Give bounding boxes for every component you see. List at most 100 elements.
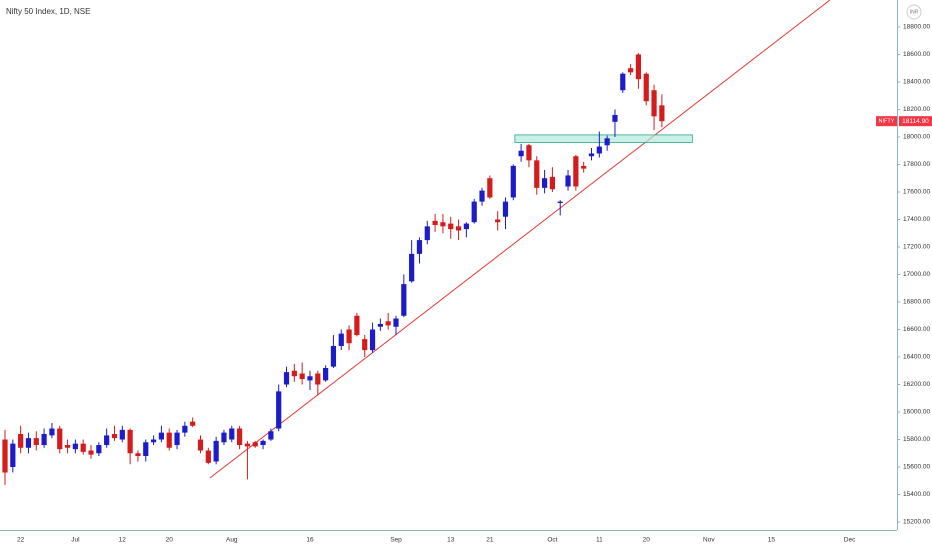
candle-body: [455, 226, 462, 231]
candle-body: [323, 368, 329, 381]
x-tick-label: Nov: [703, 537, 715, 544]
candle-body: [424, 226, 430, 241]
x-tick-label: 20: [643, 537, 651, 544]
candle-body: [534, 160, 540, 188]
candle-body: [307, 376, 313, 381]
candle-body: [393, 318, 399, 327]
x-tick-label: Dec: [844, 537, 856, 544]
chart-title: Nifty 50 Index, 1D, NSE: [6, 7, 90, 16]
y-tick-label: 15800.00: [903, 436, 930, 443]
candle-body: [526, 145, 532, 161]
candle-body: [338, 333, 344, 346]
y-tick-label: 16000.00: [903, 409, 930, 416]
candle-body: [479, 190, 485, 202]
y-tick-label: 15200.00: [903, 519, 930, 526]
candle-body: [377, 323, 383, 327]
candle-body: [276, 391, 282, 429]
x-tick-label: 13: [447, 537, 455, 544]
candle-body: [190, 421, 196, 426]
candle-body: [346, 329, 352, 344]
candle-body: [635, 54, 642, 80]
trendline: [209, 0, 831, 479]
candle-body: [143, 442, 149, 457]
candle-body: [158, 432, 164, 440]
candle-body: [291, 370, 297, 377]
candle-body: [643, 73, 649, 102]
candle-body: [487, 178, 493, 198]
candle-body: [150, 439, 157, 443]
candle-body: [213, 440, 219, 462]
candle-body: [72, 443, 78, 450]
candle-body: [119, 429, 125, 440]
candle-body: [401, 284, 407, 316]
candle-body: [588, 153, 595, 157]
candle-body: [541, 178, 548, 188]
candle-body: [64, 445, 71, 448]
candle-body: [135, 453, 141, 457]
candle-body: [33, 438, 39, 446]
candle-body: [369, 329, 376, 351]
candle-body: [432, 220, 438, 225]
candle-body: [260, 440, 266, 446]
x-tick-label: 12: [119, 537, 127, 544]
candle-body: [197, 439, 204, 451]
y-tick-label: 16200.00: [903, 381, 930, 388]
candle-body: [315, 373, 321, 385]
x-tick-label: 15: [768, 537, 776, 544]
candle-body: [10, 443, 16, 468]
candle-body: [283, 372, 290, 385]
candle-body: [596, 146, 602, 154]
candle-body: [440, 222, 446, 227]
candle-body: [18, 434, 24, 448]
candle-body: [96, 445, 102, 454]
y-tick-label: 18200.00: [903, 106, 930, 113]
y-tick-label: 16600.00: [903, 326, 930, 333]
candle-body: [111, 434, 118, 439]
last-price-name-box: [876, 116, 897, 127]
candle-body: [471, 201, 477, 223]
y-tick-label: 15400.00: [903, 491, 930, 498]
candle-body: [518, 150, 524, 157]
candle-body: [25, 438, 32, 448]
candle-body: [510, 165, 516, 198]
x-tick-label: Oct: [547, 537, 557, 544]
candle-body: [502, 201, 509, 217]
candle-body: [565, 175, 571, 187]
y-tick-label: 16800.00: [903, 299, 930, 306]
candle-body: [573, 156, 579, 187]
candle-body: [252, 442, 258, 447]
candle-body: [354, 315, 360, 335]
candle-body: [166, 432, 172, 448]
candle-body: [581, 165, 587, 169]
candle-body: [416, 240, 423, 254]
y-tick-label: 18400.00: [903, 79, 930, 86]
candle-body: [268, 431, 274, 440]
x-tick-label: 21: [486, 537, 494, 544]
y-tick-label: 17600.00: [903, 189, 930, 196]
candle-body: [549, 176, 555, 190]
candle-body: [628, 68, 634, 73]
candle-body: [620, 73, 626, 91]
y-tick-label: 18000.00: [903, 134, 930, 141]
x-tick-label: 20: [166, 537, 174, 544]
y-tick-label: 18800.00: [903, 24, 930, 31]
candle-body: [448, 223, 454, 230]
y-tick-label: 17800.00: [903, 161, 930, 168]
x-tick-label: 16: [306, 537, 314, 544]
candle-body: [385, 321, 391, 326]
candle-body: [57, 428, 63, 450]
candle-body: [409, 253, 415, 282]
candle-body: [463, 223, 469, 230]
candle-body: [659, 105, 665, 122]
last-price-label: 18114.90: [902, 118, 929, 125]
candle-body: [612, 114, 618, 122]
candle-body: [557, 201, 563, 203]
candle-body: [495, 219, 501, 223]
y-tick-label: 17400.00: [903, 216, 930, 223]
last-price-box: [899, 116, 932, 127]
candle-body: [41, 434, 47, 446]
x-tick-label: Aug: [226, 537, 238, 544]
y-tick-label: 18600.00: [903, 51, 930, 58]
candle-body: [651, 90, 657, 117]
x-tick-label: 11: [596, 537, 603, 544]
